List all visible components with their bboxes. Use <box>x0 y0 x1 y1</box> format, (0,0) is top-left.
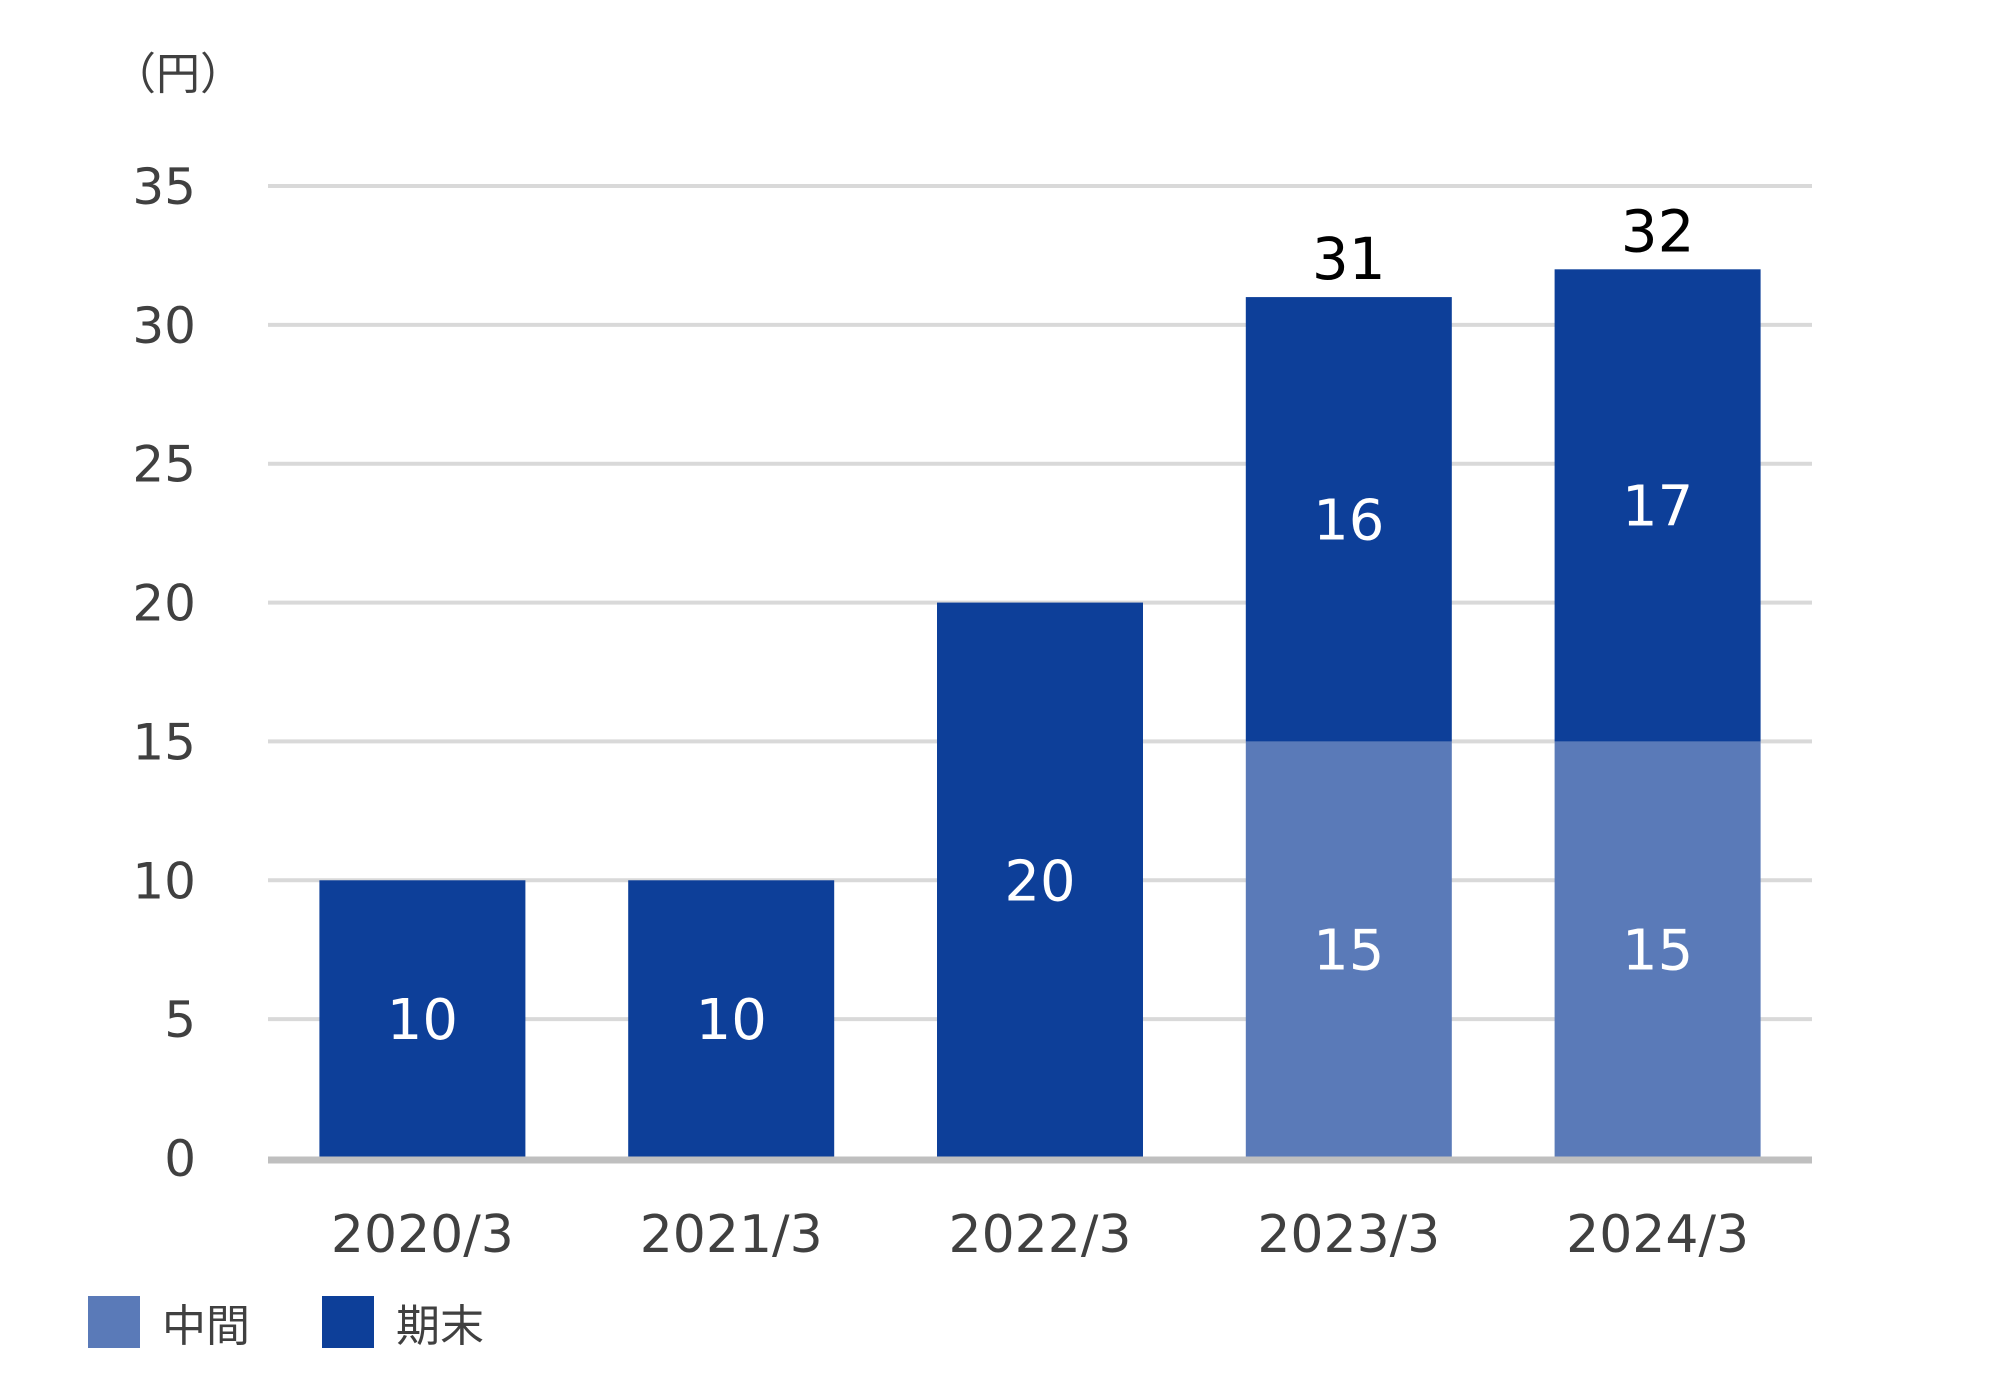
y-tick-label: 0 <box>164 1130 196 1188</box>
bar-year-end <box>628 880 835 1158</box>
legend-swatch <box>322 1296 374 1348</box>
bar-value-label: 15 <box>1622 919 1693 984</box>
legend-label: 期末 <box>396 1301 484 1352</box>
legend-item-interim: 中間 <box>88 1290 250 1354</box>
x-tick-label: 2023/3 <box>1257 1205 1440 1265</box>
x-tick-label: 2024/3 <box>1566 1205 1749 1265</box>
y-tick-label: 5 <box>164 991 196 1049</box>
legend-label: 中間 <box>162 1301 250 1352</box>
legend-item-year-end: 期末 <box>322 1290 484 1354</box>
x-tick-label: 2021/3 <box>640 1205 823 1265</box>
bar-year-end <box>319 880 526 1158</box>
bar-interim <box>1554 741 1761 1158</box>
bar-total-label: 32 <box>1621 197 1695 265</box>
legend-swatch <box>88 1296 140 1348</box>
bar-interim <box>1245 741 1452 1158</box>
y-tick-label: 20 <box>132 575 196 633</box>
y-tick-label: 25 <box>132 436 196 494</box>
bar-value-label: 10 <box>387 988 458 1053</box>
bar-value-label: 10 <box>696 988 767 1053</box>
bar-value-label: 15 <box>1313 919 1384 984</box>
y-axis-unit-label: （円） <box>112 49 244 100</box>
bar-value-label: 20 <box>1004 849 1075 914</box>
x-tick-label: 2022/3 <box>949 1205 1132 1265</box>
y-tick-label: 15 <box>132 713 196 771</box>
bar-value-label: 16 <box>1313 488 1384 553</box>
y-tick-label: 35 <box>132 158 196 216</box>
x-tick-label: 2020/3 <box>331 1205 514 1265</box>
y-tick-label: 30 <box>132 297 196 355</box>
bar-total-label: 31 <box>1312 225 1386 293</box>
bar-value-label: 17 <box>1622 474 1693 539</box>
y-tick-label: 10 <box>132 852 196 910</box>
bar-year-end <box>1245 297 1452 742</box>
bar-year-end <box>1554 269 1761 742</box>
legend: 中間 期末 <box>88 1290 556 1354</box>
bar-year-end <box>937 602 1143 1158</box>
